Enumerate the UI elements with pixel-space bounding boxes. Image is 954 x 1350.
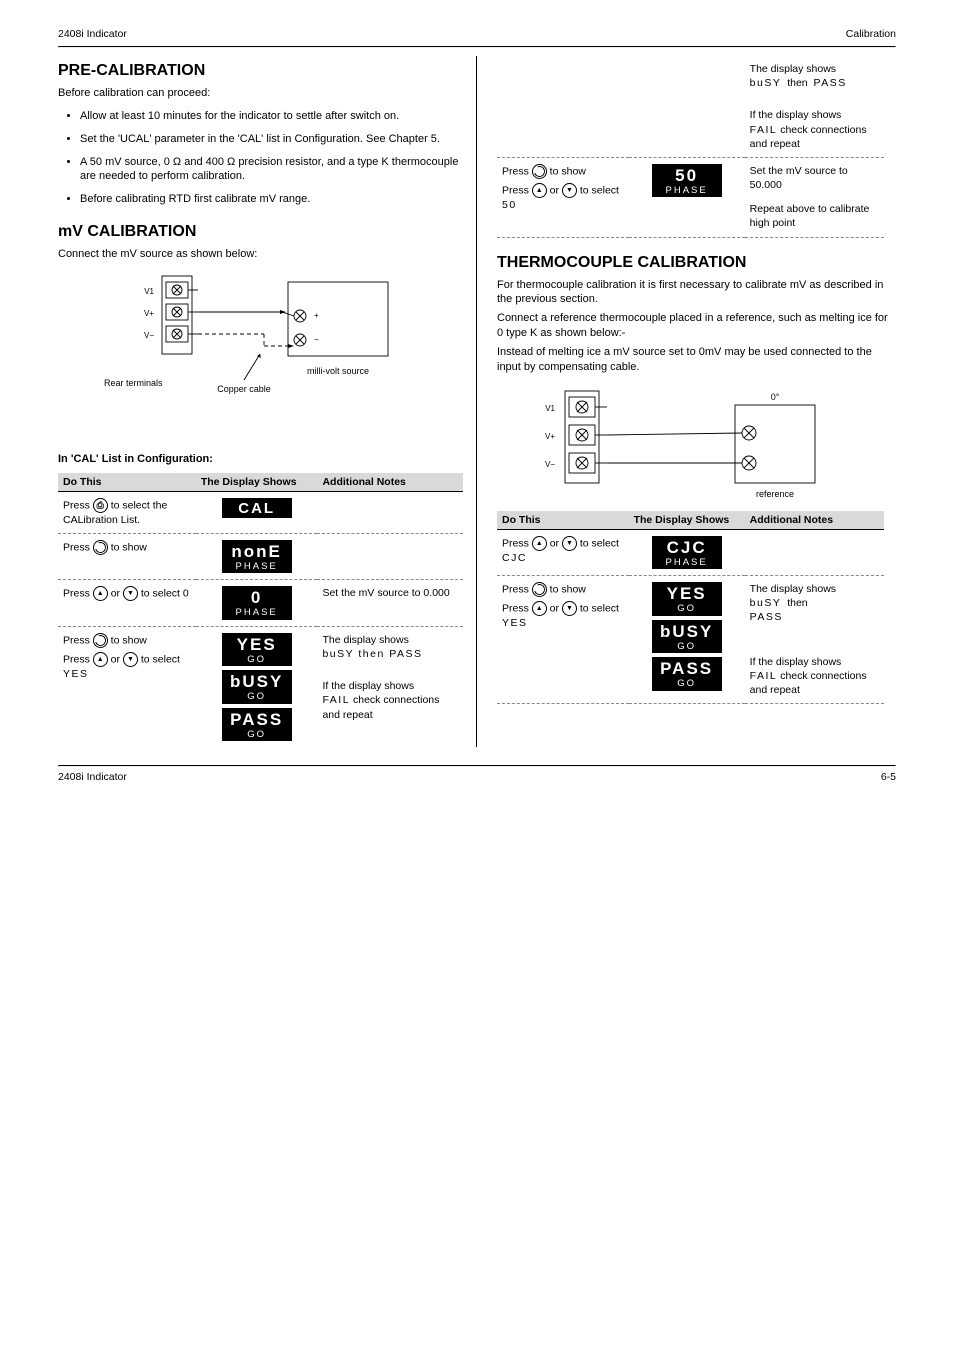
down-icon <box>562 183 577 198</box>
precal-lead: Before calibration can proceed: <box>58 86 476 101</box>
tc-p3: Instead of melting ice a mV source set t… <box>497 345 896 375</box>
mv-title: mV CALIBRATION <box>58 223 476 241</box>
tc-procedure-table: Do This The Display Shows Additional Not… <box>497 511 884 705</box>
table-row: Press to show Press or to select YES YES… <box>497 576 884 704</box>
header-right: Calibration <box>846 28 896 40</box>
tc-p1: For thermocouple calibration it is first… <box>497 278 896 308</box>
mv-procedure-label: In 'CAL' List in Configuration: <box>58 452 476 467</box>
footer-left: 2408i Indicator <box>58 771 127 783</box>
table-row: The display shows buSY then PASS If the … <box>497 56 884 157</box>
svg-text:V+: V+ <box>144 309 154 318</box>
th-notes: Additional Notes <box>745 511 884 530</box>
lcd-display: bUSYGO <box>652 620 722 654</box>
th-do: Do This <box>58 473 196 492</box>
page-icon: ⎙ <box>93 498 108 513</box>
header-left: 2408i Indicator <box>58 28 127 40</box>
lcd-display: PASSGO <box>222 708 292 742</box>
mv-procedure-table-cont: The display shows buSY then PASS If the … <box>497 56 884 238</box>
lcd-display: YESGO <box>652 582 722 616</box>
lcd-display: bUSYGO <box>222 670 292 704</box>
page-header: 2408i Indicator Calibration <box>58 28 896 40</box>
svg-text:−: − <box>314 335 319 344</box>
lcd-display: CJC PHASE <box>652 536 722 570</box>
svg-text:milli-volt source: milli-volt source <box>307 366 369 376</box>
table-row: Press to show Press or to select YES YES… <box>58 626 463 747</box>
left-column: PRE-CALIBRATION Before calibration can p… <box>58 56 477 747</box>
scroll-icon <box>532 164 547 179</box>
th-disp: The Display Shows <box>629 511 745 530</box>
svg-text:V1: V1 <box>545 404 555 413</box>
svg-text:reference: reference <box>756 489 794 499</box>
up-icon <box>93 586 108 601</box>
svg-text:V−: V− <box>144 331 154 340</box>
up-icon <box>93 652 108 667</box>
scroll-icon <box>93 633 108 648</box>
table-row: Press to show Press or to select 50 50 P… <box>497 157 884 237</box>
precal-bullets: Allow at least 10 minutes for the indica… <box>80 109 476 207</box>
lcd-display: YESGO <box>222 633 292 667</box>
bullet: Set the 'UCAL' parameter in the 'CAL' li… <box>80 132 476 147</box>
mv-procedure-table: Do This The Display Shows Additional Not… <box>58 473 463 748</box>
down-icon <box>562 536 577 551</box>
table-row: Press or to select 0 0 PHASE <box>58 580 463 627</box>
svg-text:Rear terminals: Rear terminals <box>104 378 163 388</box>
bullet: Allow at least 10 minutes for the indica… <box>80 109 476 124</box>
mv-wiring-diagram: V1 V+ V− + − milli-volt source <box>94 268 394 438</box>
lcd-display: nonE PHASE <box>222 540 292 574</box>
page-footer: 2408i Indicator 6-5 <box>58 771 896 783</box>
lcd-display: 50 PHASE <box>652 164 722 198</box>
svg-text:V−: V− <box>545 460 555 469</box>
footer-right: 6-5 <box>881 771 896 783</box>
down-icon <box>562 601 577 616</box>
bullet: Before calibrating RTD first calibrate m… <box>80 192 476 207</box>
svg-text:0°: 0° <box>771 392 780 402</box>
th-do: Do This <box>497 511 629 530</box>
scroll-icon <box>93 540 108 555</box>
bottom-rule <box>58 765 896 767</box>
down-icon <box>123 586 138 601</box>
mv-lead: Connect the mV source as shown below: <box>58 247 476 262</box>
table-row: Press to show nonE PHASE <box>58 533 463 580</box>
th-notes: Additional Notes <box>317 473 463 492</box>
top-rule <box>58 46 896 48</box>
table-row: Press ⎙ to select the CALibration List. … <box>58 491 463 533</box>
lcd-display: PASSGO <box>652 657 722 691</box>
scroll-icon <box>532 582 547 597</box>
tc-title: THERMOCOUPLE CALIBRATION <box>497 254 896 272</box>
tc-p2: Connect a reference thermocouple placed … <box>497 311 896 341</box>
down-icon <box>123 652 138 667</box>
precal-title: PRE-CALIBRATION <box>58 62 476 80</box>
svg-text:V+: V+ <box>545 432 555 441</box>
up-icon <box>532 183 547 198</box>
lcd-display: CAL <box>222 498 292 518</box>
svg-text:Copper cable: Copper cable <box>217 384 271 394</box>
right-column: The display shows buSY then PASS If the … <box>477 56 896 747</box>
up-icon <box>532 536 547 551</box>
lcd-display: 0 PHASE <box>222 586 292 620</box>
th-disp: The Display Shows <box>196 473 318 492</box>
table-row: Press or to select CJC CJC PHASE <box>497 529 884 576</box>
svg-text:V1: V1 <box>144 287 154 296</box>
up-icon <box>532 601 547 616</box>
bullet: A 50 mV source, 0 Ω and 400 Ω precision … <box>80 155 476 185</box>
svg-text:+: + <box>314 311 319 320</box>
tc-wiring-diagram: V1 V+ V− 0° reference <box>525 385 855 505</box>
